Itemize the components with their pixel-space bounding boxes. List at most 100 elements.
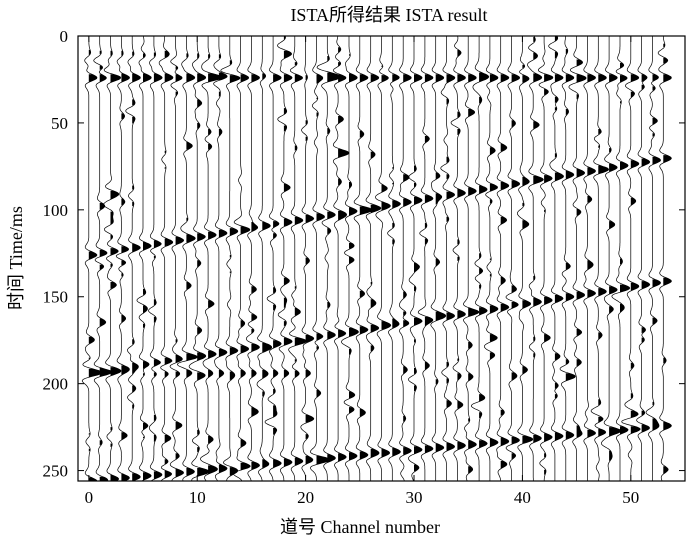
trace-channel [136, 35, 152, 482]
trace-line [387, 36, 401, 481]
trace-channel [375, 36, 392, 481]
trace-channel [115, 36, 130, 482]
trace-line [621, 36, 641, 481]
trace-channel [332, 35, 350, 481]
trace-channel [408, 36, 423, 482]
trace-channel [636, 36, 651, 481]
trace-fill [251, 74, 260, 470]
trace-channel [537, 36, 554, 482]
trace-channel [450, 35, 466, 481]
trace-channel [517, 36, 534, 481]
x-tick-label: 50 [622, 488, 639, 507]
trace-line [309, 36, 331, 482]
trace-channel [470, 36, 490, 481]
y-axis-label: 时间 Time/ms [6, 206, 26, 310]
trace-channel [213, 36, 228, 482]
trace-channel [568, 36, 587, 481]
trace-line [288, 36, 308, 481]
tick-group: 0 10 20 30 40 50 0 50 100 150 200 250 [43, 27, 685, 507]
trace-line [601, 36, 622, 481]
trace-line [463, 36, 480, 482]
trace-fill [533, 36, 544, 443]
trace-channel [657, 36, 672, 482]
trace-fill [283, 36, 293, 468]
trace-line [81, 36, 103, 482]
trace-channel [188, 36, 211, 482]
trace-channel [353, 36, 374, 481]
trace-channel [277, 35, 293, 481]
trace-line [430, 36, 447, 481]
trace-line [256, 36, 273, 482]
trace-line [220, 36, 241, 482]
trace-fill [143, 53, 152, 481]
trace-line [559, 35, 576, 481]
trace-channel [232, 36, 251, 482]
trace-channel [148, 36, 163, 482]
trace-channel [300, 36, 315, 481]
trace-line [125, 36, 141, 482]
trace-line [353, 36, 374, 481]
y-tick-label: 150 [43, 288, 69, 307]
trace-fill [652, 74, 661, 431]
trace-line [188, 36, 211, 482]
trace-channel [125, 36, 141, 482]
trace-fill [273, 74, 282, 468]
trace-line [264, 36, 282, 481]
trace-channel [81, 36, 103, 482]
x-axis-label: 道号 Channel number [280, 517, 440, 537]
trace-fill [489, 74, 498, 448]
trace-line [148, 36, 163, 482]
trace-line [636, 36, 651, 481]
trace-channel [316, 36, 342, 481]
trace-line [568, 36, 587, 481]
trace-channel [245, 36, 261, 482]
trace-fill [468, 74, 479, 474]
trace-fill [630, 74, 641, 435]
x-tick-label: 0 [85, 488, 94, 507]
trace-line [115, 36, 130, 482]
trace-line [450, 35, 466, 481]
trace-line [527, 35, 544, 481]
trace-line [537, 36, 554, 482]
x-tick-label: 10 [189, 488, 206, 507]
trace-group [81, 35, 672, 482]
trace-fill [153, 52, 163, 480]
trace-channel [601, 36, 622, 481]
trace-channel [103, 36, 122, 482]
trace-line [517, 36, 534, 481]
trace-fill [218, 54, 228, 474]
trace-line [440, 36, 456, 481]
trace-channel [158, 36, 174, 482]
trace-line [375, 36, 392, 481]
trace-fill [240, 74, 251, 481]
trace-line [365, 36, 382, 481]
trace-channel [176, 36, 198, 482]
trace-fill [435, 74, 446, 453]
y-tick-label: 0 [60, 27, 69, 46]
chart-title: ISTA所得结果 ISTA result [290, 5, 487, 25]
x-tick-label: 30 [406, 488, 423, 507]
trace-fill [175, 66, 184, 478]
trace-line [657, 36, 672, 482]
trace-channel [611, 36, 631, 481]
trace-channel [527, 35, 544, 481]
trace-channel [264, 36, 282, 481]
trace-channel [365, 36, 382, 481]
trace-line [232, 36, 251, 482]
trace-line [93, 36, 113, 482]
trace-line [645, 36, 661, 481]
trace-fill [554, 36, 564, 441]
trace-line [505, 36, 521, 481]
trace-fill [99, 50, 112, 482]
trace-fill [598, 74, 609, 437]
trace-fill [544, 74, 553, 475]
trace-fill [121, 50, 130, 482]
trace-line [176, 36, 198, 482]
trace-channel [440, 36, 456, 481]
trace-channel [288, 36, 308, 481]
trace-channel [309, 36, 331, 482]
trace-line [158, 36, 174, 482]
trace-channel [430, 36, 447, 481]
trace-line [169, 36, 185, 481]
